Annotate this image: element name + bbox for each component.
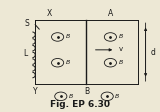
Text: B: B	[69, 94, 73, 99]
Text: B: B	[115, 94, 120, 99]
Text: S: S	[24, 19, 29, 28]
Text: d: d	[150, 48, 155, 57]
Text: X: X	[47, 9, 52, 18]
Text: Fig. EP 6.30: Fig. EP 6.30	[50, 100, 110, 109]
Text: Y: Y	[33, 87, 37, 96]
Text: v: v	[118, 46, 123, 52]
Text: A: A	[108, 9, 113, 18]
Text: L: L	[23, 49, 27, 58]
Text: B: B	[84, 87, 89, 96]
Text: B: B	[118, 34, 123, 39]
Text: B: B	[66, 34, 70, 39]
Text: B: B	[118, 60, 123, 65]
Text: B: B	[66, 60, 70, 65]
